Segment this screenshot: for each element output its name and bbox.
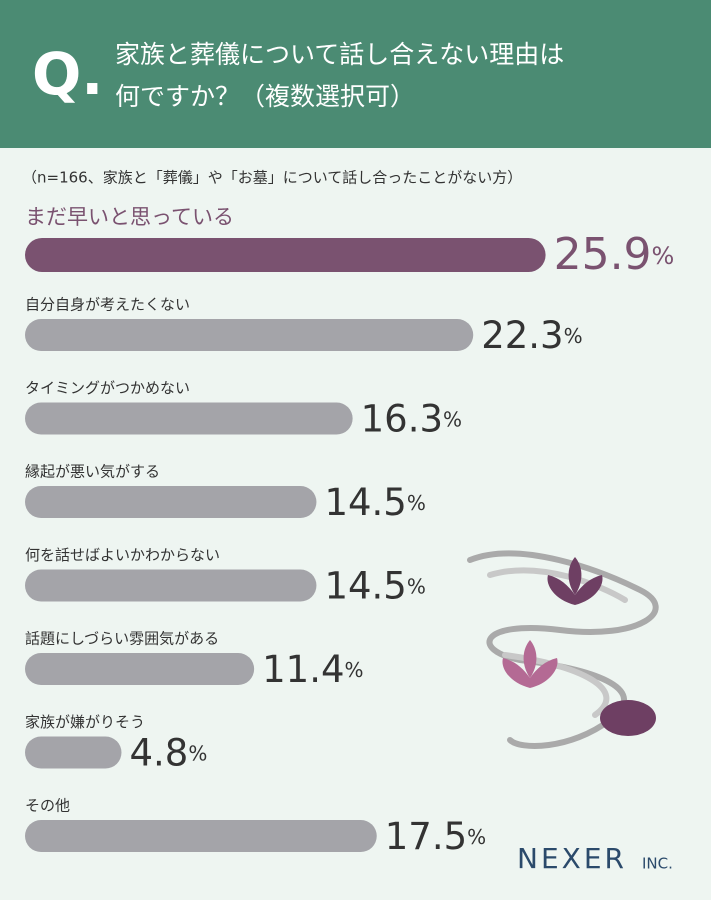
- bar: [25, 653, 255, 685]
- value-number: 4.8: [129, 731, 188, 774]
- title-line: 家族と葬儀について話し合えない理由は: [115, 40, 564, 69]
- bar: [25, 820, 377, 852]
- value-number: 16.3: [361, 397, 443, 440]
- value-label: 4.8%: [129, 731, 207, 774]
- bar: [25, 569, 317, 602]
- category-label: タイミングがつかめない: [25, 379, 190, 397]
- title-line: 何ですか？（複数選択可）: [115, 82, 415, 111]
- value-number: 17.5: [385, 815, 467, 858]
- category-label: その他: [25, 797, 70, 815]
- value-unit: %: [443, 407, 462, 431]
- value-unit: %: [345, 658, 364, 682]
- value-unit: %: [407, 491, 426, 515]
- value-number: 14.5: [324, 564, 406, 607]
- q-mark: Q.: [32, 40, 103, 108]
- category-label: 何を話せばよいかわからない: [25, 546, 220, 564]
- value-number: 22.3: [481, 314, 563, 357]
- value-unit: %: [407, 574, 426, 598]
- bar: [25, 238, 546, 272]
- bar: [25, 736, 122, 769]
- value-label: 17.5%: [385, 815, 486, 858]
- note: （n=166、家族と「葬儀」や「お墓」について話し合ったことがない方）: [22, 169, 522, 187]
- category-label: まだ早いと思っている: [25, 205, 234, 229]
- value-number: 11.4: [262, 648, 344, 691]
- bar: [25, 486, 317, 518]
- lotus: [547, 557, 603, 605]
- value-unit: %: [564, 324, 583, 348]
- category-label: 自分自身が考えたくない: [25, 296, 190, 314]
- logo-suffix: INC.: [642, 855, 673, 873]
- value-label: 11.4%: [262, 648, 363, 691]
- value-label: 16.3%: [361, 397, 462, 440]
- bar: [25, 319, 474, 351]
- category-label: 家族が嫌がりそう: [25, 713, 145, 731]
- lotus: [502, 640, 558, 688]
- value-unit: %: [652, 242, 675, 270]
- header-bg: [0, 0, 711, 148]
- value-label: 25.9%: [554, 229, 675, 280]
- bar: [25, 402, 353, 435]
- value-label: 14.5%: [324, 564, 425, 607]
- value-label: 22.3%: [481, 314, 582, 357]
- value-number: 14.5: [324, 481, 406, 524]
- value-number: 25.9: [554, 229, 652, 280]
- logo: NEXER: [517, 842, 627, 875]
- category-label: 縁起が悪い気がする: [25, 463, 160, 481]
- value-unit: %: [188, 741, 207, 765]
- value-label: 14.5%: [324, 481, 425, 524]
- lily-pad: [600, 700, 656, 736]
- value-unit: %: [467, 825, 486, 849]
- category-label: 話題にしづらい雰囲気がある: [25, 630, 219, 648]
